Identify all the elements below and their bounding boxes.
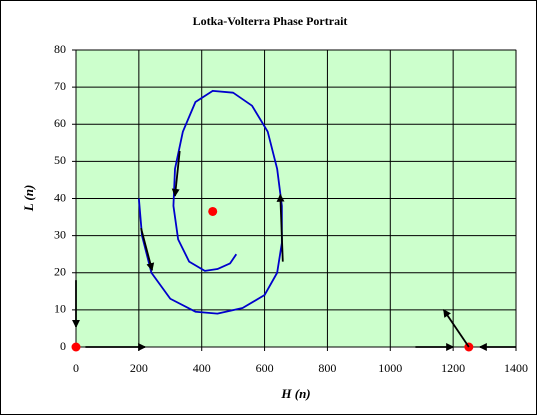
point	[208, 206, 218, 216]
y-tick-label: 40	[54, 190, 66, 204]
x-tick-label: 0	[73, 361, 79, 375]
y-tick-label: 10	[54, 302, 66, 316]
x-tick-label: 1000	[378, 361, 402, 375]
x-tick-label: 1200	[441, 361, 465, 375]
y-tick-label: 20	[54, 265, 66, 279]
direction-arrow	[140, 227, 155, 272]
direction-arrow	[171, 150, 181, 197]
y-tick-label: 70	[54, 79, 66, 93]
direction-arrow	[276, 193, 285, 262]
x-tick-label: 200	[130, 361, 148, 375]
trajectory	[137, 89, 283, 315]
y-tick-label: 60	[54, 116, 66, 130]
x-tick-label: 800	[318, 361, 336, 375]
x-axis-label: H (n)	[280, 386, 310, 401]
y-tick-label: 50	[54, 153, 66, 167]
x-tick-label: 400	[193, 361, 211, 375]
y-axis-label: L (n)	[21, 185, 36, 213]
x-tick-label: 600	[256, 361, 274, 375]
y-tick-label: 0	[60, 339, 66, 353]
point	[71, 342, 81, 352]
y-tick-label: 30	[54, 227, 66, 241]
x-tick-label: 1400	[504, 361, 528, 375]
chart-title: Lotka-Volterra Phase Portrait	[193, 14, 348, 28]
y-tick-label: 80	[54, 42, 66, 56]
direction-arrow	[442, 309, 470, 348]
